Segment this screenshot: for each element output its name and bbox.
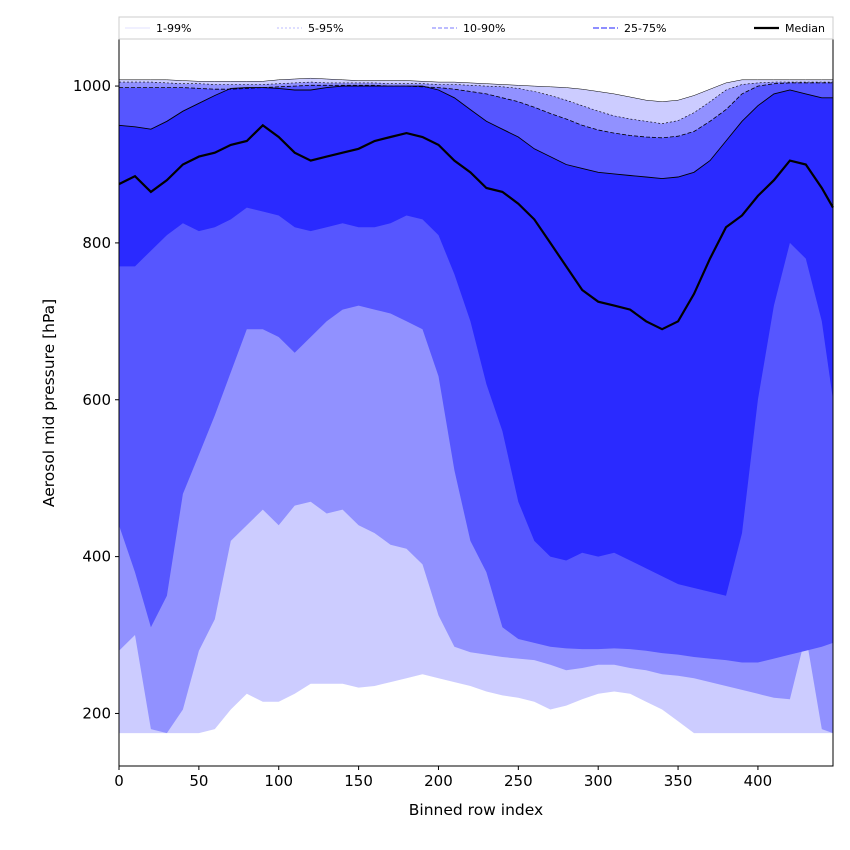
legend-label: 10-90%	[463, 22, 505, 35]
legend-label: 5-95%	[308, 22, 343, 35]
y-tick-label: 600	[82, 391, 111, 409]
x-axis: 0 50 100 150 200 250 300 350 400	[114, 766, 772, 790]
y-tick-label: 800	[82, 234, 111, 252]
legend-label: 1-99%	[156, 22, 191, 35]
x-tick-label: 100	[264, 772, 293, 790]
percentile-bands	[118, 77, 833, 734]
median-layer	[118, 123, 834, 331]
legend-label: 25-75%	[624, 22, 666, 35]
x-tick-label: 250	[504, 772, 533, 790]
x-tick-label: 150	[344, 772, 373, 790]
legend-label: Median	[785, 22, 825, 35]
line-75	[118, 85, 833, 180]
x-tick-label: 300	[584, 772, 613, 790]
y-axis-label: Aerosol mid pressure [hPa]	[40, 299, 58, 507]
y-tick-label: 1000	[73, 77, 111, 95]
x-tick-label: 350	[664, 772, 693, 790]
x-tick-label: 50	[189, 772, 208, 790]
y-tick-label: 400	[82, 548, 111, 566]
y-tick-label: 200	[82, 704, 111, 722]
x-axis-label: Binned row index	[409, 801, 543, 819]
x-tick-label: 200	[424, 772, 453, 790]
legend: 1-99% 5-95% 10-90% 25-75% Median	[118, 16, 834, 40]
x-tick-label: 0	[114, 772, 124, 790]
legend-box	[118, 16, 834, 40]
y-axis: 200 400 600 800 1000	[73, 77, 119, 722]
band-25-75	[119, 86, 833, 596]
median-line	[118, 123, 834, 331]
x-tick-label: 400	[744, 772, 773, 790]
line-99	[119, 77, 833, 102]
